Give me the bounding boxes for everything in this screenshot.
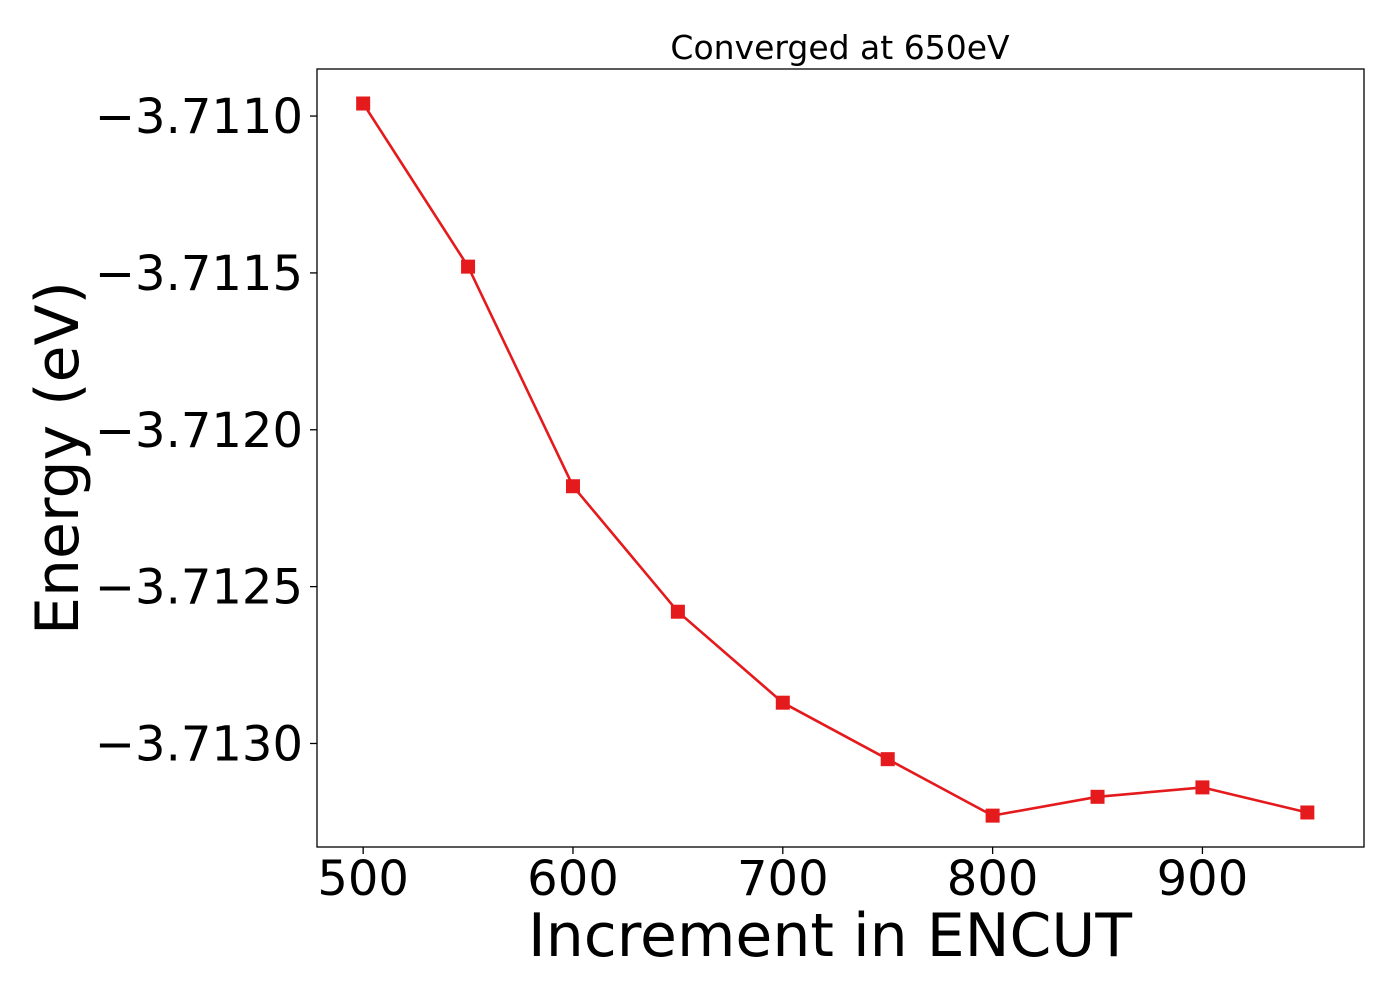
data-point bbox=[1300, 805, 1315, 820]
y-tick-label: −3.7115 bbox=[95, 246, 303, 302]
data-point bbox=[880, 752, 895, 767]
y-tick-label: −3.7120 bbox=[95, 403, 303, 459]
x-axis-label: Increment in ENCUT bbox=[528, 901, 1132, 971]
data-point bbox=[670, 604, 685, 619]
y-tick-label: −3.7125 bbox=[95, 560, 303, 616]
series-line bbox=[362, 102, 1308, 817]
y-axis-label: Energy (eV) bbox=[23, 281, 93, 635]
data-point bbox=[775, 695, 790, 710]
data-point bbox=[565, 479, 580, 494]
plot-area bbox=[316, 68, 1365, 848]
x-tick-label: 500 bbox=[317, 851, 409, 907]
data-point bbox=[985, 808, 1000, 823]
y-tick-label: −3.7110 bbox=[95, 89, 303, 145]
series-layer bbox=[356, 96, 1315, 823]
data-point bbox=[461, 259, 476, 274]
chart-title: Converged at 650eV bbox=[670, 28, 1010, 67]
y-axis-ticks: −3.7110 −3.7115 −3.7120 −3.7125 −3.7130 bbox=[95, 89, 317, 772]
x-tick-label: 800 bbox=[947, 851, 1039, 907]
x-tick-label: 700 bbox=[737, 851, 829, 907]
data-point bbox=[1195, 780, 1210, 795]
data-point bbox=[356, 96, 371, 111]
x-axis-ticks: 500 600 700 800 900 bbox=[317, 847, 1248, 907]
x-tick-label: 600 bbox=[527, 851, 619, 907]
data-point bbox=[1090, 789, 1105, 804]
x-tick-label: 900 bbox=[1157, 851, 1249, 907]
y-tick-label: −3.7130 bbox=[95, 716, 303, 772]
